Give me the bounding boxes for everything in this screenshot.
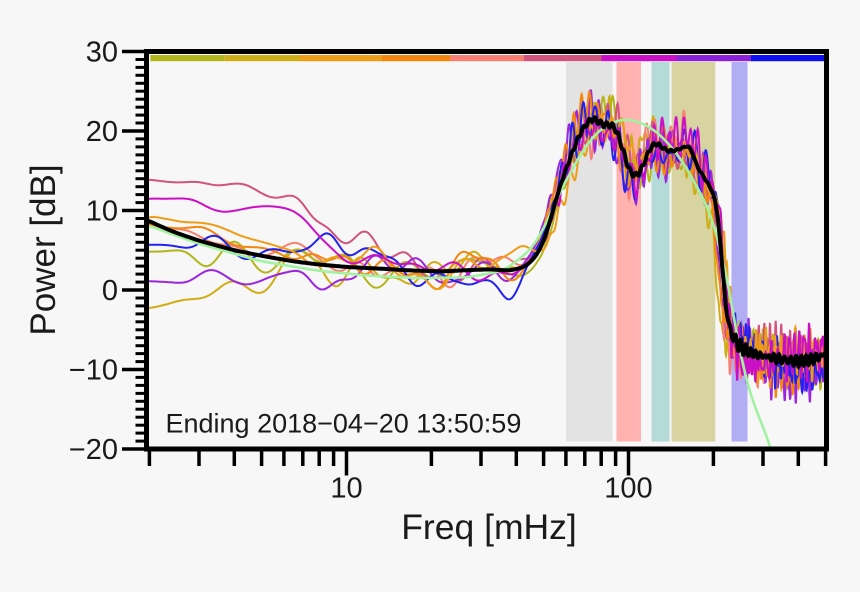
- svg-text:10: 10: [86, 196, 118, 228]
- svg-text:100: 100: [604, 473, 652, 505]
- svg-text:−20: −20: [69, 434, 118, 466]
- svg-text:10: 10: [330, 473, 362, 505]
- svg-text:Freq [mHz]: Freq [mHz]: [401, 507, 577, 547]
- svg-text:Power [dB]: Power [dB]: [24, 164, 63, 335]
- svg-text:20: 20: [86, 116, 118, 148]
- svg-text:30: 30: [86, 37, 118, 69]
- svg-text:−10: −10: [69, 355, 118, 387]
- svg-text:0: 0: [102, 275, 118, 307]
- svg-text:Ending 2018−04−20 13:50:59: Ending 2018−04−20 13:50:59: [166, 409, 522, 439]
